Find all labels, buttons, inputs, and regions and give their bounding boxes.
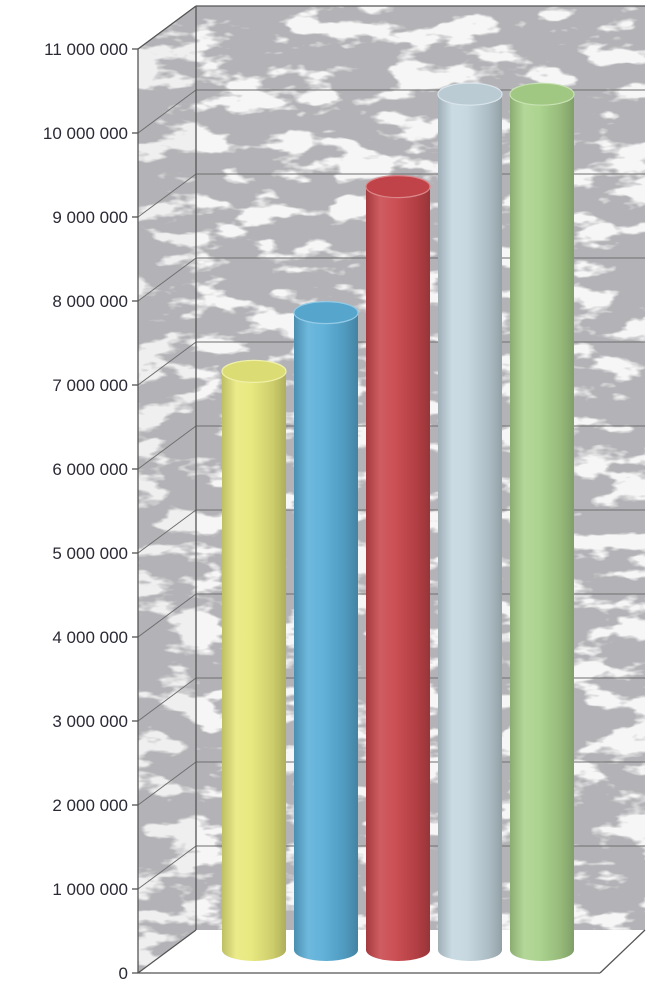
gridline-side [137,677,197,722]
side-wall-texture [138,6,196,973]
gridline-side [137,257,197,302]
y-tick-label: 9 000 000 [52,208,128,227]
bar-body [366,186,430,962]
gridline-side [137,173,197,218]
bar-top [509,82,575,106]
gridline-side [137,593,197,638]
gridline-side [137,845,197,890]
bar-body [510,94,574,961]
gridline-side [137,89,197,134]
gridline-side [137,341,197,386]
floor-right-edge [599,929,646,974]
bar-3 [365,175,431,962]
bar-5 [509,82,575,961]
y-tick-label: 3 000 000 [52,712,128,731]
bar-1 [221,359,287,961]
y-tick-label: 10 000 000 [43,124,128,143]
y-tick-labels: 0 1 000 000 2 000 000 3 000 000 4 000 000 5 0… [43,40,138,983]
y-tick-label: 8 000 000 [52,292,128,311]
y-tick-label: 1 000 000 [52,880,128,899]
chart-bars [221,82,575,962]
top-side-edge [137,5,197,50]
y-tick-label: 5 000 000 [52,544,128,563]
gridline-side [137,761,197,806]
bar-top [293,301,359,325]
floor-side-edge [137,929,197,974]
y-tick-label: 11 000 000 [44,40,128,59]
bar-body [294,312,358,962]
y-tick-label: 6 000 000 [52,460,128,479]
chart-axes [137,5,646,974]
bar-2 [293,301,359,962]
y-tick-label: 7 000 000 [52,376,128,395]
y-tick-label: 4 000 000 [52,628,128,647]
bar-4 [437,82,503,961]
bar-top [365,175,431,199]
bar-body [438,94,502,961]
y-tick-label: 0 [119,964,128,983]
bar-body [222,371,286,961]
gridline-side [137,509,197,554]
y-tick-label: 2 000 000 [52,796,128,815]
gridline-side [137,425,197,470]
bar-top [437,82,503,106]
bar-top [221,359,287,383]
